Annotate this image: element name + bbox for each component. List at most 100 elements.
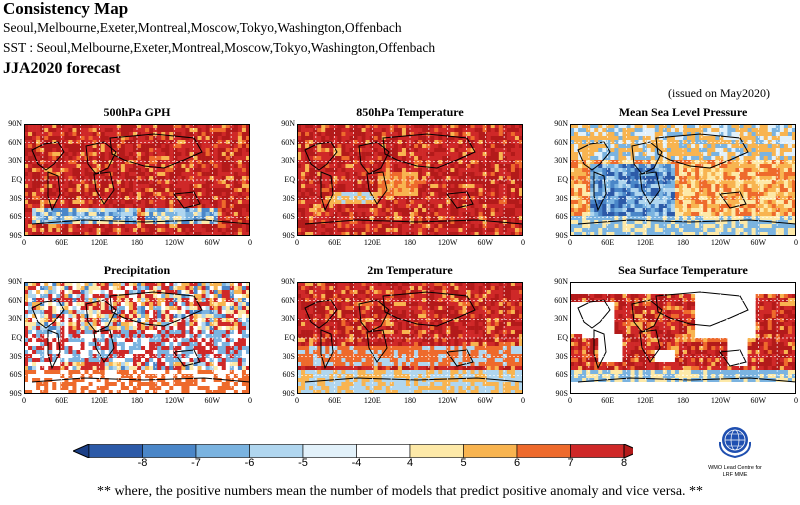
lon-label: 180 <box>404 396 416 405</box>
lon-label: 0 <box>295 238 299 247</box>
lon-label: 120E <box>90 238 108 247</box>
lon-label: 60W <box>204 238 221 247</box>
colorbar-label: 4 <box>406 457 414 469</box>
lat-label: EQ <box>557 333 568 342</box>
lon-label: 120E <box>636 238 654 247</box>
lat-label: 90N <box>8 119 22 128</box>
lon-label: 60E <box>328 396 342 405</box>
lon-label: 60E <box>55 396 69 405</box>
anomaly-map <box>570 124 796 236</box>
colorbar-segment <box>570 444 625 458</box>
lat-label: 30S <box>282 351 295 361</box>
lon-label: 60W <box>750 238 767 247</box>
lon-label: 120W <box>164 238 185 247</box>
logo-line2: LRF MME <box>722 472 748 478</box>
lon-label: 60W <box>477 396 494 405</box>
lon-label: 180 <box>131 396 143 405</box>
lon-label: 60E <box>328 238 342 247</box>
colorbar-high-arrow <box>623 444 633 458</box>
panel-title: Sea Surface Temperature <box>618 263 748 277</box>
lat-label: 90N <box>554 277 568 286</box>
panel-title: 850hPa Temperature <box>356 105 464 119</box>
lat-label: 60S <box>282 212 295 222</box>
lat-label: EQ <box>284 333 295 342</box>
colorbar-segment <box>249 444 304 458</box>
colorbar-segment <box>302 444 357 458</box>
lat-label: 60S <box>555 370 568 380</box>
lon-label: 0 <box>794 396 798 405</box>
map-panel <box>297 282 523 394</box>
lon-label: 60E <box>601 238 615 247</box>
lat-label: 60S <box>9 212 22 222</box>
panel-title: Precipitation <box>103 263 171 277</box>
lon-label: 60E <box>601 396 615 405</box>
lat-label: 90S <box>555 389 568 398</box>
anomaly-map <box>24 282 250 394</box>
lat-label: 60N <box>281 295 295 305</box>
lat-label: 90N <box>554 119 568 128</box>
page-title: Consistency Map <box>3 0 129 18</box>
lon-label: 0 <box>248 238 252 247</box>
colorbar-label: 6 <box>513 457 521 469</box>
lon-label: 180 <box>677 238 689 247</box>
models-line: Seoul,Melbourne,Exeter,Montreal,Moscow,T… <box>3 20 402 35</box>
lon-label: 0 <box>568 396 572 405</box>
lat-label: 30N <box>554 156 568 166</box>
colorbar-label: -7 <box>191 457 201 469</box>
lat-label: 90S <box>555 231 568 240</box>
lon-label: 120E <box>363 238 381 247</box>
lat-label: 90S <box>9 231 22 240</box>
issued-date: (issued on May2020) <box>668 86 770 100</box>
map-panel <box>570 124 796 236</box>
lat-label: 60S <box>555 212 568 222</box>
lat-label: 60N <box>281 137 295 147</box>
lat-label: 30S <box>555 351 568 361</box>
lon-label: 120W <box>710 238 731 247</box>
lon-label: 120W <box>437 396 458 405</box>
lon-label: 120W <box>437 238 458 247</box>
anomaly-map <box>297 282 523 394</box>
lon-label: 0 <box>22 238 26 247</box>
lat-label: EQ <box>284 175 295 184</box>
lat-label: 60N <box>8 137 22 147</box>
lat-label: 60N <box>8 295 22 305</box>
lon-label: 0 <box>22 396 26 405</box>
colorbar-label: -5 <box>298 457 308 469</box>
wmo-logo: WMO Lead Centre for LRF MME <box>700 422 770 479</box>
lon-label: 120E <box>90 396 108 405</box>
map-panel <box>24 124 250 236</box>
lon-label: 60W <box>477 238 494 247</box>
lon-label: 0 <box>521 238 525 247</box>
lon-label: 120W <box>710 396 731 405</box>
panel-title: 500hPa GPH <box>103 105 171 119</box>
anomaly-map <box>570 282 796 394</box>
footnote: ** where, the positive numbers mean the … <box>96 484 704 499</box>
colorbar-label: 7 <box>567 457 574 469</box>
colorbar-segment <box>463 444 518 458</box>
lat-label: 90N <box>281 277 295 286</box>
lon-label: 180 <box>131 238 143 247</box>
lat-label: 90S <box>9 389 22 398</box>
colorbar <box>73 444 633 458</box>
lat-label: 60S <box>9 370 22 380</box>
lon-label: 120W <box>164 396 185 405</box>
lat-label: 90S <box>282 389 295 398</box>
map-panel <box>297 124 523 236</box>
lat-label: 60S <box>282 370 295 380</box>
wmo-emblem-icon <box>718 427 752 459</box>
lat-label: 30S <box>555 193 568 203</box>
lon-label: 0 <box>248 396 252 405</box>
lon-label: 120E <box>363 396 381 405</box>
lon-label: 60E <box>55 238 69 247</box>
map-panel <box>570 282 796 394</box>
lon-label: 60W <box>750 396 767 405</box>
lat-label: 90S <box>282 231 295 240</box>
colorbar-segment <box>409 444 464 458</box>
lat-label: 90N <box>8 277 22 286</box>
lat-label: EQ <box>11 175 22 184</box>
lat-label: 30N <box>281 156 295 166</box>
logo-line1: WMO Lead Centre for <box>708 465 762 471</box>
lon-label: 120E <box>636 396 654 405</box>
lat-label: 90N <box>281 119 295 128</box>
colorbar-label: -8 <box>137 457 148 469</box>
